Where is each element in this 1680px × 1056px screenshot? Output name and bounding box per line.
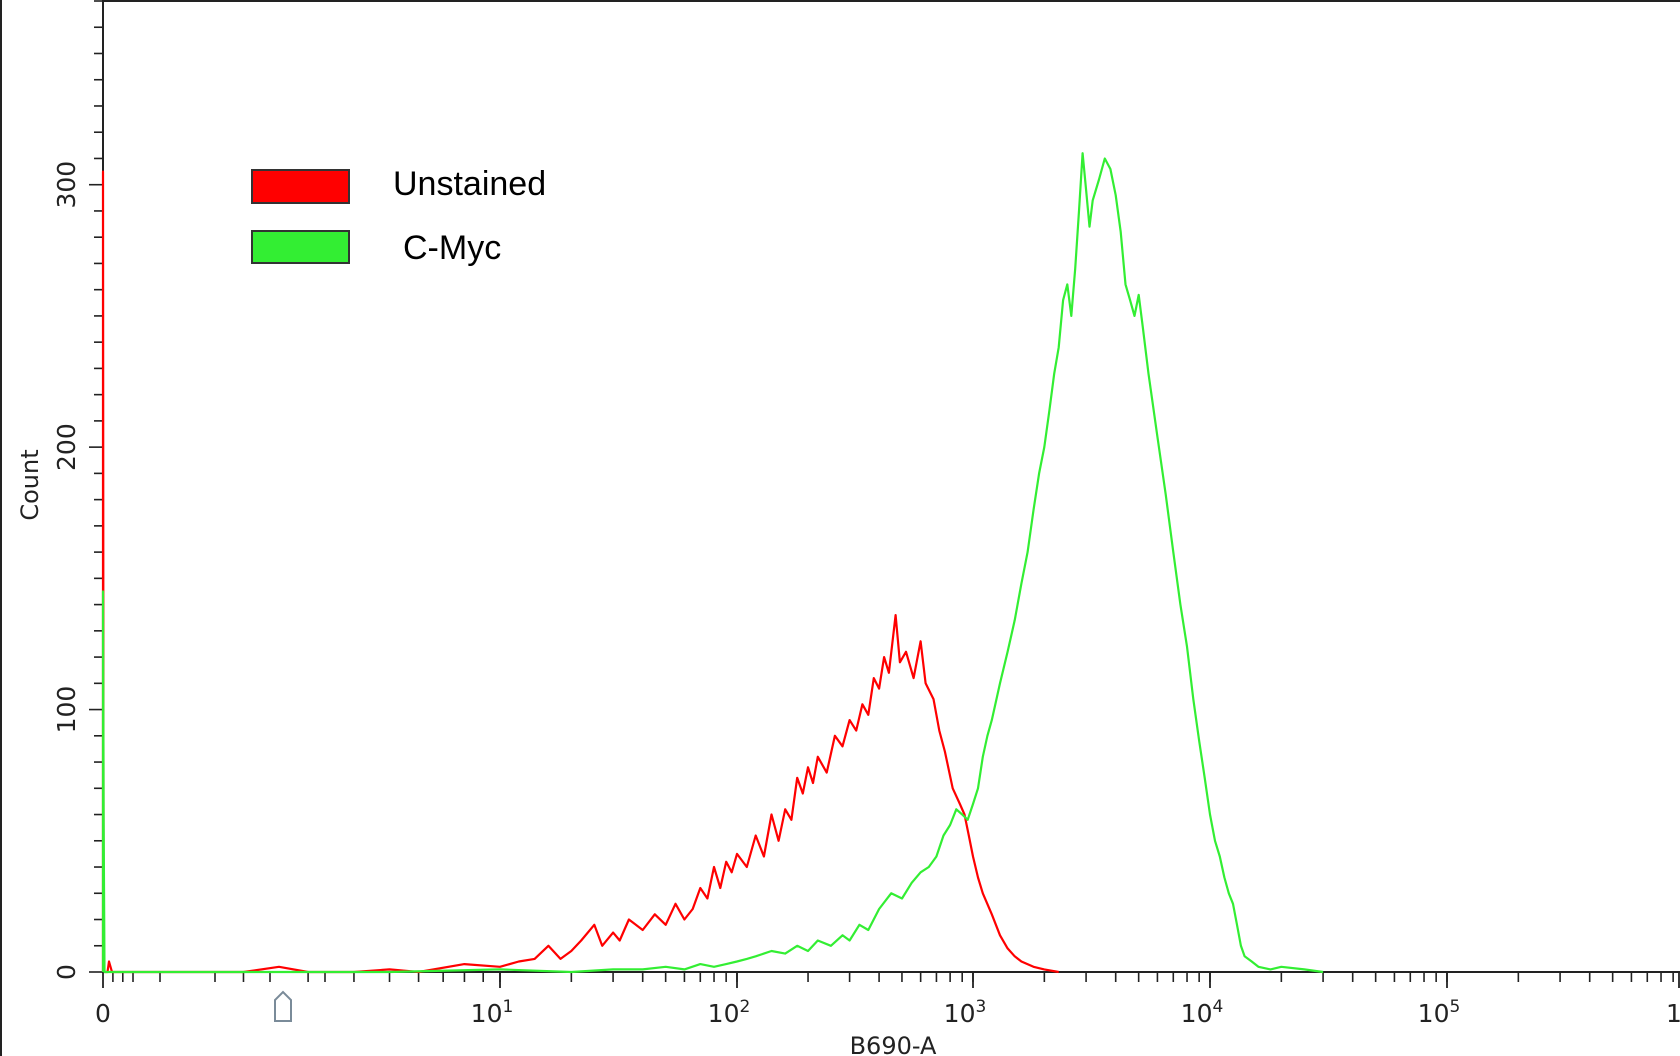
y-axis: 0 100 200 300 [52, 0, 103, 980]
legend-label-cmyc: C-Myc [403, 229, 501, 267]
legend: Unstained C-Myc [251, 165, 546, 267]
legend-label-unstained: Unstained [393, 165, 546, 203]
y-tick-label: 300 [52, 161, 81, 209]
series-line-c-myc [101, 152, 1324, 974]
series-line-unstained [101, 170, 1059, 974]
x-axis-title: B690-A [850, 1032, 937, 1056]
x-tick-label: 104 [1181, 997, 1224, 1028]
y-tick-label: 0 [52, 964, 81, 980]
legend-swatch-unstained [251, 169, 350, 204]
x-tick-label: 101 [471, 997, 514, 1028]
legend-swatch-cmyc [251, 230, 350, 264]
y-tick-label: 100 [52, 686, 81, 734]
series-layer [101, 152, 1324, 974]
x-tick-label: 1 [1666, 999, 1680, 1028]
y-axis-title: Count [16, 449, 44, 520]
x-tick-label: 103 [944, 997, 987, 1028]
x-tick-label: 105 [1418, 997, 1461, 1028]
gate-marker-icon[interactable] [274, 990, 292, 1022]
y-tick-label: 200 [52, 423, 81, 471]
x-tick-label: 102 [708, 997, 751, 1028]
x-tick-label: 0 [95, 999, 111, 1028]
x-axis: 0 101 102 103 104 105 1 [95, 972, 1680, 1028]
